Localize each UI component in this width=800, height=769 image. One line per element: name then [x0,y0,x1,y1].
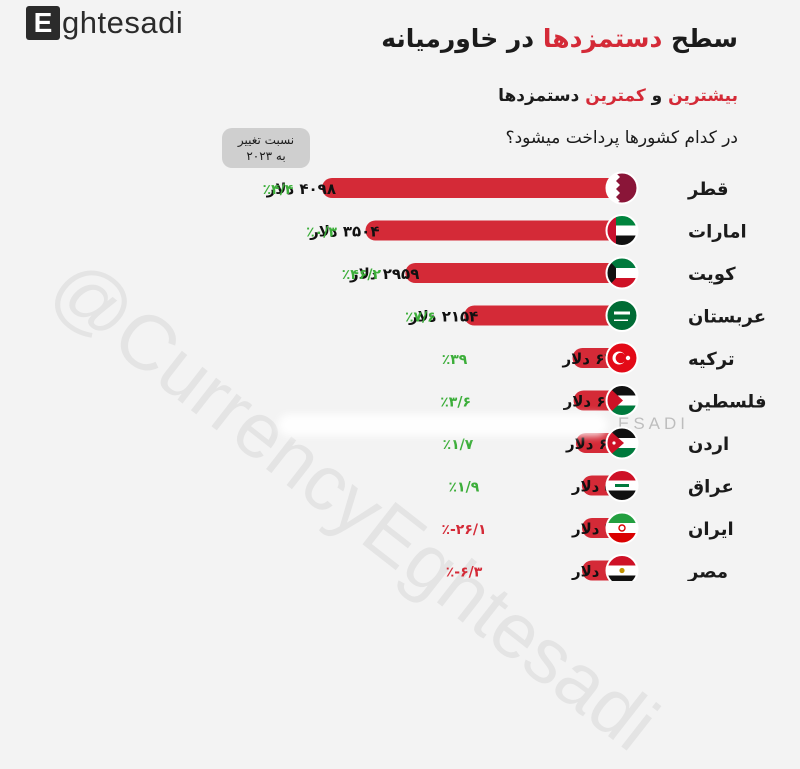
blurred-strip [278,414,608,436]
change-label-3: ٪۷/۶ [405,310,436,326]
country-label-7: عراق [688,477,734,498]
country-label-2: کویت [688,264,736,285]
country-label-9: مصر [687,562,728,582]
title-suffix: در خاورمیانه [381,24,543,53]
qatar-flag-icon [605,171,639,205]
saudi-flag-icon [605,299,639,332]
value-label-0: ۴۰۹۸ دلار [266,180,336,198]
change-label-4: ٪۳۹ [442,352,468,368]
country-label-8: ایران [688,519,734,540]
country-label-4: ترکیه [688,349,735,370]
change-label-1: ٪۰/۳ [306,225,337,241]
value-label-2: ۲۹۵۹ دلار [349,265,419,283]
change-label-0: ٪۴/۴ [263,182,294,198]
kuwait-flag-icon [605,256,639,290]
wage-bar-chart: ۴۰۹۸ دلار٪۴/۴ قطر ۳۵۰۴ دلار٪۰/۳ امارات ۲۹۵۹ … [263,171,767,582]
change-label-5: ٪۳/۶ [440,395,471,411]
page-title: سطح دستمزدها در خاورمیانه [381,24,738,53]
logo-letter: E [26,6,60,40]
logo-text: ghtesadi [62,5,184,40]
jordan-flag-icon [605,426,639,460]
change-label-8: ٪-۲۶/۱ [441,522,486,538]
change-label-9: ٪-۶/۳ [446,565,483,581]
bar-3 [464,305,632,326]
country-label-3: عربستان [688,307,766,328]
watermark-small: ESADI [618,414,690,433]
bar-2 [405,263,632,283]
badge-line-2: به ۲۰۲۳ [246,149,286,163]
bar-0 [322,178,632,198]
iran-flag-icon [605,511,639,545]
subtitle: بیشترین و کمترین دستمزدها [498,86,738,106]
subtitle-most: بیشترین [668,86,738,106]
change-label-6: ٪۱/۷ [443,437,474,453]
palestine-flag-icon [605,384,639,417]
value-label-3: ۲۱۵۴ دلار [408,308,478,326]
change-label-2: ٪۴۶/۲ [342,267,382,283]
egypt-flag-icon [605,554,639,581]
title-prefix: سطح [662,24,738,53]
turkey-flag-icon [605,341,639,375]
change-label-7: ٪۱/۹ [449,480,480,496]
subtitle-and: و [645,86,669,106]
value-label-1: ۳۵۰۴ دلار [309,223,379,241]
subtitle-rest: دستمزدها [498,86,586,106]
subtitle-least: کمترین [585,86,646,106]
question-text: در کدام کشورها پرداخت میشود؟ [505,128,738,148]
uae-flag-icon [605,214,639,247]
country-label-0: قطر [687,179,729,200]
iraq-flag-icon [605,469,639,502]
eghtesadi-logo: E ghtesadi [26,4,183,42]
title-highlight: دستمزدها [542,24,663,53]
country-label-6: اردن [688,434,729,455]
bar-1 [365,220,632,241]
country-label-1: امارات [688,222,747,243]
change-ratio-badge: نسبت تغییر به ۲۰۲۳ [222,128,310,168]
badge-line-1: نسبت تغییر [237,133,295,147]
country-label-5: فلسطین [688,392,767,413]
